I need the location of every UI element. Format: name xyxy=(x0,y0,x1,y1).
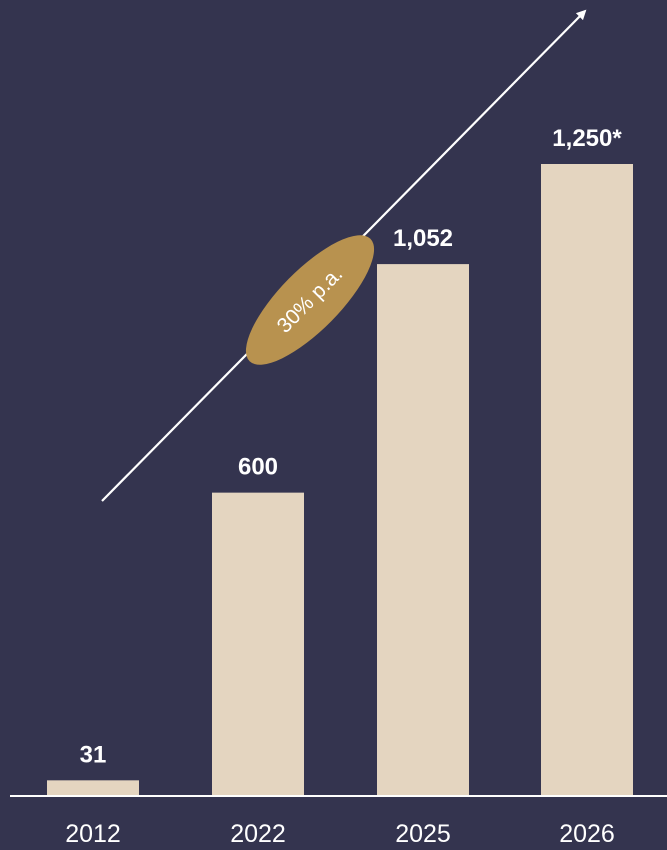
bar-2012 xyxy=(47,780,139,796)
x-tick-labels: 2012 2022 2025 2026 xyxy=(65,820,615,848)
x-tick-2012: 2012 xyxy=(65,820,121,848)
x-tick-2025: 2025 xyxy=(395,820,451,848)
bar-2026 xyxy=(541,164,633,796)
value-label-2025: 1,052 xyxy=(393,225,453,252)
x-tick-2026: 2026 xyxy=(559,820,615,848)
growth-rate-badge: 30% p.a. xyxy=(245,235,375,365)
value-label-2012: 31 xyxy=(80,741,107,768)
value-labels: 31 600 1,052 1,250* xyxy=(80,125,623,768)
value-label-2022: 600 xyxy=(238,454,278,481)
bar-2022 xyxy=(212,492,304,796)
x-tick-2022: 2022 xyxy=(230,820,286,848)
bars xyxy=(47,164,633,797)
bar-2025 xyxy=(377,264,469,797)
growth-rate-ellipse xyxy=(245,235,375,365)
value-label-2026: 1,250* xyxy=(552,125,622,152)
